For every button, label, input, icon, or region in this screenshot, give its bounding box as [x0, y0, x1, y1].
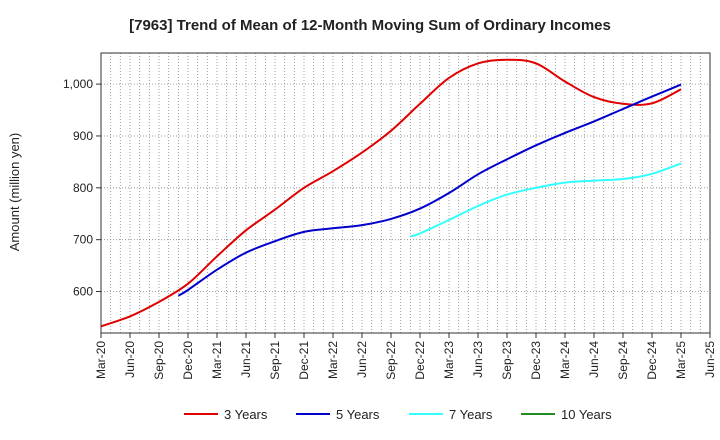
chart-title: [7963] Trend of Mean of 12-Month Moving …	[129, 17, 611, 34]
y-axis-label: Amount (million yen)	[7, 133, 22, 252]
x-tick-label: Sep-23	[500, 341, 514, 380]
y-tick-label: 1,000	[63, 77, 93, 91]
y-tick-label: 700	[73, 233, 93, 247]
legend-label-7-years: 7 Years	[449, 407, 493, 422]
x-tick-label: Dec-21	[297, 341, 311, 380]
x-tick-label: Sep-22	[384, 341, 398, 380]
y-tick-label: 900	[73, 129, 93, 143]
x-tick-label: Mar-23	[442, 341, 456, 379]
series-lines	[100, 58, 682, 328]
series-line-3-years	[100, 58, 682, 328]
x-tick-label: Jun-23	[471, 341, 485, 378]
x-tick-label: Sep-24	[616, 341, 630, 380]
plot-frame	[100, 52, 711, 334]
x-tick-label: Mar-22	[326, 341, 340, 379]
y-tick-label: 600	[73, 285, 93, 299]
x-tick-label: Dec-20	[181, 341, 195, 380]
series-line-5-years	[177, 83, 682, 297]
series-line-7-years	[410, 162, 682, 238]
x-tick-label: Sep-21	[268, 341, 282, 380]
x-tick-label: Sep-20	[152, 341, 166, 380]
x-tick-label: Jun-20	[123, 341, 137, 378]
x-tick-label: Mar-21	[210, 341, 224, 379]
x-tick-label: Jun-21	[239, 341, 253, 378]
x-tick-label: Mar-20	[94, 341, 108, 379]
y-axis-ticks: 600 700 800 900 1,000	[63, 77, 101, 299]
x-tick-label: Mar-24	[558, 341, 572, 379]
legend-label-5-years: 5 Years	[336, 407, 380, 422]
grid	[101, 53, 710, 333]
y-tick-label: 800	[73, 181, 93, 195]
x-tick-label: Jun-24	[587, 341, 601, 378]
legend-label-10-years: 10 Years	[561, 407, 612, 422]
x-tick-label: Jun-25	[703, 341, 717, 378]
x-tick-label: Dec-24	[645, 341, 659, 380]
x-tick-label: Mar-25	[674, 341, 688, 379]
x-tick-label: Jun-22	[355, 341, 369, 378]
x-tick-label: Dec-23	[529, 341, 543, 380]
legend-label-3-years: 3 Years	[224, 407, 268, 422]
x-axis-ticks: Mar-20 Jun-20 Sep-20 Dec-20 Mar-21 Jun-21 Sep-…	[94, 333, 717, 380]
legend: 3 Years 5 Years 7 Years 10 Years	[184, 407, 612, 422]
x-tick-label: Dec-22	[413, 341, 427, 380]
